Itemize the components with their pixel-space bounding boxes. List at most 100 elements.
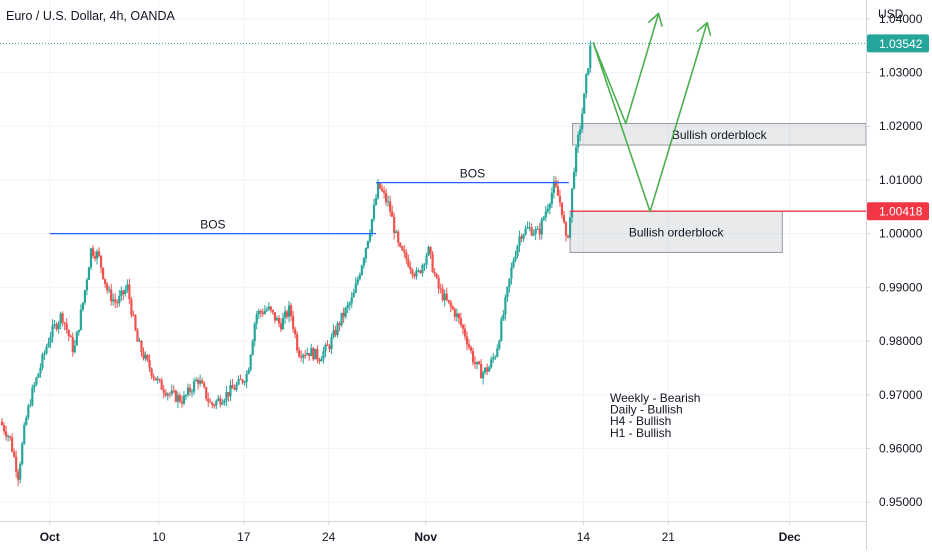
candle-body[interactable] [144, 355, 147, 359]
candle-body[interactable] [233, 388, 236, 390]
candle-body[interactable] [387, 201, 390, 203]
candle-body[interactable] [168, 393, 171, 395]
candle-body[interactable] [29, 405, 32, 407]
candle-body[interactable] [81, 302, 84, 310]
candle-body[interactable] [283, 311, 287, 318]
candle-body[interactable] [67, 329, 70, 336]
candle-body[interactable] [364, 248, 367, 259]
candle-body[interactable] [124, 289, 127, 295]
candle-body[interactable] [443, 293, 446, 301]
candle-body[interactable] [263, 310, 266, 315]
candle-body[interactable] [552, 181, 555, 193]
candle-body[interactable] [120, 290, 123, 296]
candle-body[interactable] [194, 379, 198, 382]
candle-body[interactable] [164, 392, 167, 396]
candle-body[interactable] [114, 299, 117, 303]
candle-body[interactable] [221, 403, 224, 405]
candle-body[interactable] [101, 267, 105, 279]
candle-body[interactable] [152, 376, 155, 378]
candle-body[interactable] [85, 279, 89, 291]
candle-body[interactable] [281, 317, 285, 330]
candle-body[interactable] [480, 364, 483, 379]
candle-body[interactable] [197, 379, 200, 384]
candle-body[interactable] [91, 248, 95, 256]
candle-body[interactable] [298, 350, 301, 357]
candle-body[interactable] [209, 401, 212, 403]
candle-body[interactable] [69, 335, 72, 338]
candle-body[interactable] [104, 278, 107, 285]
projection-path[interactable] [592, 22, 708, 213]
candle-body[interactable] [71, 337, 74, 353]
candle-body[interactable] [445, 293, 448, 301]
candle-body[interactable] [75, 332, 78, 346]
candle-body[interactable] [328, 345, 331, 350]
candle-body[interactable] [269, 306, 272, 310]
candle-body[interactable] [35, 377, 38, 385]
candle-body[interactable] [205, 387, 208, 399]
candle-body[interactable] [556, 186, 560, 196]
candle-body[interactable] [77, 329, 80, 333]
candle-body[interactable] [342, 312, 345, 317]
candle-body[interactable] [506, 286, 509, 298]
candle-body[interactable] [53, 324, 56, 326]
candle-body[interactable] [154, 377, 157, 381]
candle-body[interactable] [397, 231, 400, 243]
candle-body[interactable] [267, 306, 270, 310]
candle-body[interactable] [294, 329, 297, 335]
candle-body[interactable] [13, 451, 16, 457]
candle-body[interactable] [59, 313, 62, 324]
candle-body[interactable] [411, 269, 414, 275]
candle-body[interactable] [465, 336, 469, 345]
candle-body[interactable] [447, 300, 450, 302]
candle-body[interactable] [170, 390, 173, 394]
candle-body[interactable] [378, 182, 382, 189]
candle-body[interactable] [518, 236, 521, 246]
candle-body[interactable] [31, 387, 34, 406]
candle-body[interactable] [19, 464, 22, 480]
candle-body[interactable] [575, 147, 578, 172]
candle-body[interactable] [63, 322, 66, 324]
candle-body[interactable] [257, 310, 260, 315]
candle-body[interactable] [199, 380, 202, 384]
candle-body[interactable] [47, 342, 50, 348]
candle-body[interactable] [130, 299, 133, 316]
candle-body[interactable] [21, 443, 24, 465]
candle-body[interactable] [451, 306, 454, 310]
candle-body[interactable] [23, 424, 26, 444]
candle-body[interactable] [87, 267, 91, 280]
candle-body[interactable] [508, 278, 511, 287]
candle-body[interactable] [2, 425, 6, 432]
candle-body[interactable] [314, 348, 317, 360]
candle-body[interactable] [65, 323, 68, 330]
candle-body[interactable] [413, 274, 416, 277]
candle-body[interactable] [425, 255, 428, 265]
candle-body[interactable] [338, 323, 341, 326]
candle-body[interactable] [17, 471, 20, 480]
candle-body[interactable] [180, 401, 184, 404]
candle-body[interactable] [577, 134, 580, 148]
candle-body[interactable] [469, 347, 473, 351]
candle-body[interactable] [522, 234, 525, 239]
candle-body[interactable] [463, 328, 467, 337]
candle-body[interactable] [589, 45, 592, 69]
candle-body[interactable] [566, 235, 570, 238]
candle-body[interactable] [182, 395, 186, 404]
candle-body[interactable] [277, 317, 281, 324]
candle-body[interactable] [419, 270, 422, 274]
candle-body[interactable] [500, 319, 503, 341]
candle-body[interactable] [334, 330, 337, 336]
candle-body[interactable] [579, 129, 582, 135]
candle-body[interactable] [304, 354, 307, 356]
candle-body[interactable] [4, 431, 8, 437]
candle-body[interactable] [166, 393, 169, 396]
candle-body[interactable] [421, 264, 424, 274]
candle-body[interactable] [534, 229, 537, 234]
candle-body[interactable] [122, 290, 125, 295]
candle-body[interactable] [546, 208, 549, 212]
candle-body[interactable] [562, 214, 566, 223]
candle-body[interactable] [492, 357, 495, 360]
candle-body[interactable] [407, 259, 410, 267]
candle-body[interactable] [213, 405, 216, 407]
candle-body[interactable] [41, 354, 44, 368]
